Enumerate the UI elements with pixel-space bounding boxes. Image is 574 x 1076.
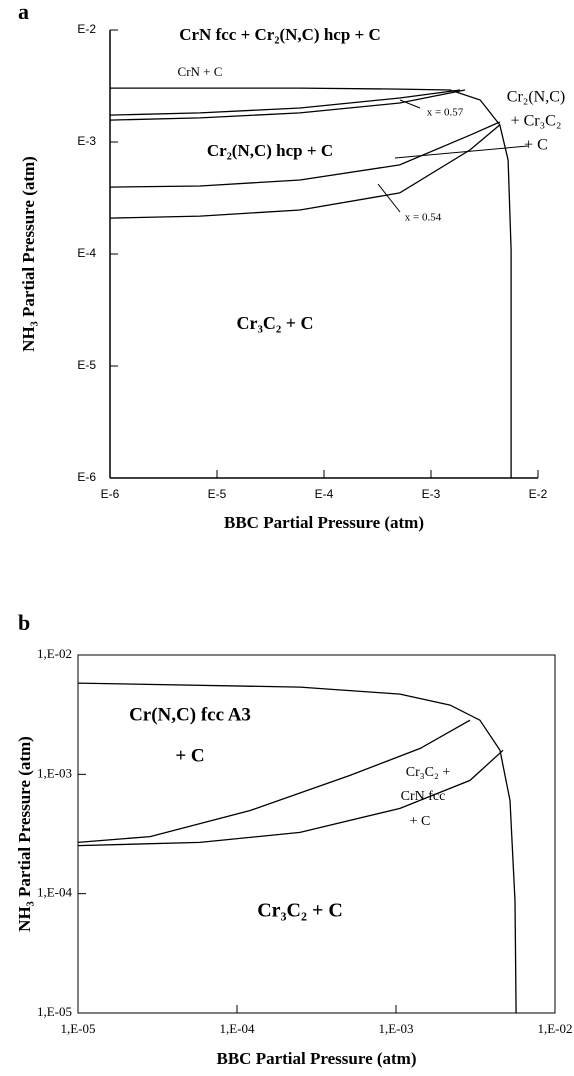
leader-line [399, 99, 421, 109]
y-tick-label: E-6 [77, 470, 96, 484]
y-tick-label: 1,E-03 [37, 765, 72, 780]
x-axis-title: BBC Partial Pressure (atm) [216, 1049, 416, 1068]
annotation: Cr(N,C) fcc A3 [129, 704, 251, 725]
x-tick-label: E-6 [101, 487, 120, 501]
phase-boundary [77, 719, 471, 844]
annotation: + C [175, 745, 204, 766]
panel-label: b [18, 610, 30, 635]
annotation: Cr₂(N,C) [507, 89, 565, 106]
leader-line [377, 183, 401, 213]
y-axis-title: NH₃ Partial Pressure (atm) [19, 156, 38, 352]
phase-boundary [109, 89, 461, 116]
x-tick-label: E-3 [422, 487, 441, 501]
x-tick-label: E-4 [315, 487, 334, 501]
annotation: + C [410, 814, 431, 829]
panel-label: a [18, 0, 29, 24]
y-tick-label: E-5 [77, 358, 96, 372]
annotation: Cr₃C₂ + C [236, 313, 313, 333]
annotation: CrN fcc [401, 789, 446, 804]
x-axis-title: BBC Partial Pressure (atm) [224, 513, 424, 532]
phase-boundary [109, 89, 466, 121]
y-tick-label: E-4 [77, 246, 96, 260]
y-tick-label: 1,E-05 [37, 1004, 72, 1019]
annotation: Cr₂(N,C) hcp + C [207, 141, 333, 160]
leader-line [394, 145, 529, 159]
annotation: x = 0.57 [427, 107, 464, 119]
plot-frame [77, 654, 556, 1014]
phase-boundary [110, 87, 512, 478]
y-axis-title: NH₃ Partial Pressure (atm) [15, 736, 34, 932]
annotation: x = 0.54 [405, 212, 442, 224]
phase-boundary [109, 121, 501, 188]
y-tick-label: 1,E-04 [37, 885, 73, 900]
y-tick-label: E-2 [77, 22, 96, 36]
phase-boundary [77, 749, 504, 847]
x-tick-label: 1,E-04 [219, 1021, 255, 1036]
x-tick-label: E-5 [208, 487, 227, 501]
phase-boundary [77, 682, 517, 1014]
x-tick-label: E-2 [529, 487, 548, 501]
annotation: CrN + C [178, 64, 223, 79]
x-tick-label: 1,E-02 [537, 1021, 572, 1036]
x-tick-label: 1,E-03 [378, 1021, 413, 1036]
x-tick-label: 1,E-05 [60, 1021, 95, 1036]
annotation: CrN fcc + Cr₂(N,C) hcp + C [179, 25, 381, 44]
phase-boundary [109, 124, 501, 219]
y-tick-label: E-3 [77, 134, 96, 148]
annotation: + Cr₃C₂ [511, 113, 562, 130]
annotation: Cr₃C₂ + [406, 765, 451, 780]
y-tick-label: 1,E-02 [37, 646, 72, 661]
annotation: Cr₃C₂ + C [257, 900, 343, 922]
annotation: + C [524, 137, 548, 154]
